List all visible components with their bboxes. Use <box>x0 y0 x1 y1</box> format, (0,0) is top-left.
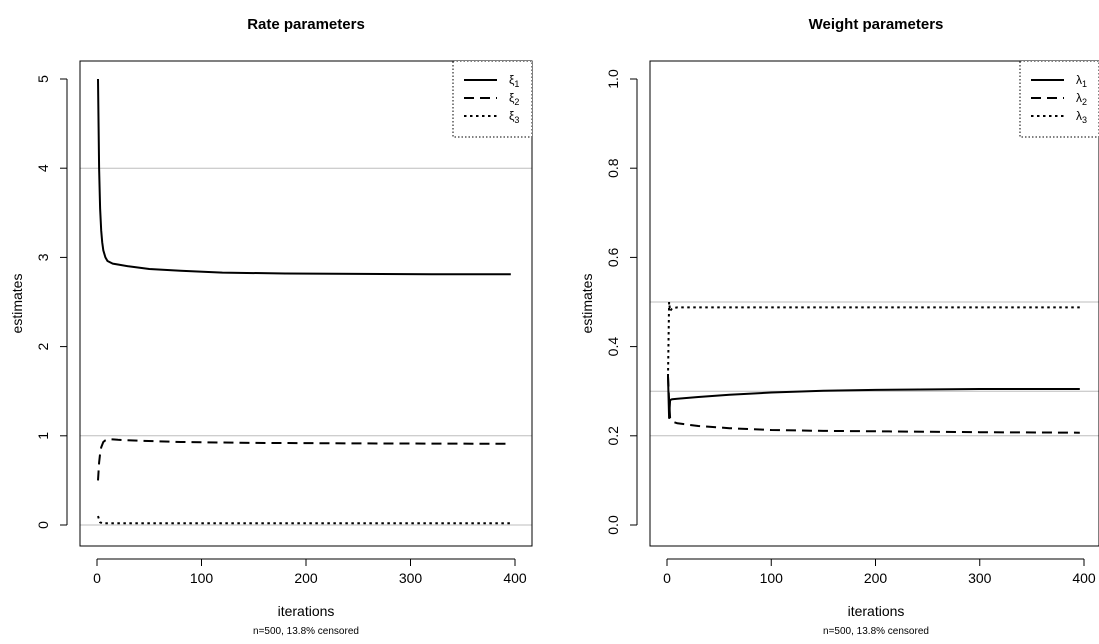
series-line-dashed <box>667 376 1080 434</box>
x-tick-label: 300 <box>968 570 992 586</box>
x-tick-label: 0 <box>93 570 101 586</box>
x-axis-label: iterations <box>848 603 905 619</box>
legend-label-subscript: 1 <box>1082 79 1087 89</box>
y-tick-label: 1.0 <box>605 69 621 89</box>
legend-label-subscript: 3 <box>1082 115 1087 125</box>
x-tick-label: 200 <box>294 570 318 586</box>
legend-label-subscript: 3 <box>514 115 519 125</box>
y-tick-label: 0.2 <box>605 426 621 446</box>
y-tick-label: 0.8 <box>605 158 621 178</box>
y-tick-label: 3 <box>35 253 51 261</box>
chart-subtitle: n=500, 13.8% censored <box>823 626 929 637</box>
y-tick-label: 0.4 <box>605 337 621 357</box>
weight-parameters-panel: 0 100 200 300 400 0.0 0.2 0.4 0.6 0.8 1.0 Weight pa… <box>579 16 1099 637</box>
x-tick-label: 300 <box>399 570 423 586</box>
legend-label: ξ3 <box>509 109 519 125</box>
plot-frame <box>79 60 533 547</box>
legend-label: λ2 <box>1076 91 1087 107</box>
series-line-dotted <box>667 301 1080 377</box>
chart-title: Rate parameters <box>247 16 365 33</box>
x-tick-label: 400 <box>503 570 527 586</box>
series-line-dotted <box>97 515 511 525</box>
x-tick-label: 100 <box>760 570 784 586</box>
legend-label: ξ2 <box>509 91 519 107</box>
legend-label-subscript: 1 <box>514 79 519 89</box>
series-line-dashed <box>97 438 511 481</box>
x-axis-label: iterations <box>278 603 335 619</box>
x-tick-label: 0 <box>663 570 671 586</box>
rate-parameters-panel: 0 100 200 300 400 0 1 2 3 4 5 Rate parameters iterat… <box>9 16 533 637</box>
y-axis-label: estimates <box>9 274 25 334</box>
plot-frame <box>649 60 1099 547</box>
series-line-solid <box>97 78 511 276</box>
chart-subtitle: n=500, 13.8% censored <box>253 626 359 637</box>
y-tick-label: 0 <box>35 521 51 529</box>
legend-label-subscript: 2 <box>514 97 519 107</box>
legend-label: λ1 <box>1076 73 1087 89</box>
y-tick-label: 1 <box>35 432 51 440</box>
legend-label: λ3 <box>1076 109 1087 125</box>
legend-label: ξ1 <box>509 73 519 89</box>
y-tick-label: 0.6 <box>605 247 621 267</box>
series-line-solid <box>667 376 1080 419</box>
chart-title: Weight parameters <box>809 16 944 33</box>
y-axis-label: estimates <box>579 274 595 334</box>
y-tick-label: 5 <box>35 75 51 83</box>
y-tick-label: 4 <box>35 164 51 172</box>
x-tick-label: 100 <box>190 570 214 586</box>
y-tick-label: 0.0 <box>605 515 621 535</box>
y-tick-label: 2 <box>35 342 51 350</box>
x-tick-label: 400 <box>1072 570 1096 586</box>
legend-label-subscript: 2 <box>1082 97 1087 107</box>
x-tick-label: 200 <box>864 570 888 586</box>
